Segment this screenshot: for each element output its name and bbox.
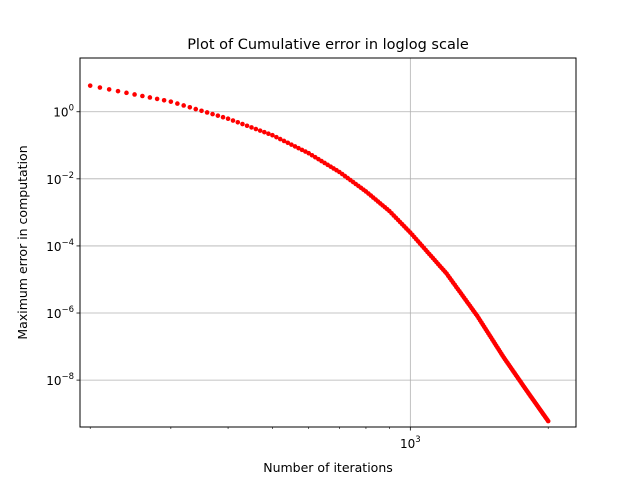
data-point — [270, 132, 275, 138]
data-point — [115, 88, 121, 94]
data-point — [210, 111, 215, 117]
x-tick-label: 103 — [400, 435, 421, 451]
data-point — [187, 105, 193, 110]
data-points — [87, 83, 551, 424]
data-point — [240, 121, 245, 127]
plot-frame — [79, 57, 577, 428]
x-axis-label: Number of iterations — [263, 460, 393, 475]
data-point — [244, 123, 250, 129]
data-point — [181, 103, 186, 108]
data-point — [292, 144, 298, 149]
data-point — [281, 138, 287, 144]
data-point — [257, 128, 263, 133]
y-axis-ticks: 100 10−2 10−4 10−6 10−8 — [46, 104, 80, 388]
y-tick-label: 10−2 — [46, 171, 74, 187]
data-point — [215, 113, 221, 118]
data-point — [285, 140, 291, 146]
data-point — [274, 134, 279, 140]
data-point — [230, 118, 236, 123]
y-tick-label: 100 — [53, 104, 74, 120]
data-point — [220, 114, 226, 120]
data-point — [175, 101, 180, 106]
data-point — [168, 99, 174, 104]
data-point — [204, 110, 210, 115]
data-point — [97, 85, 103, 90]
data-point — [106, 87, 112, 92]
data-point — [235, 120, 241, 125]
data-point — [253, 126, 259, 132]
data-point — [199, 108, 204, 114]
data-point — [277, 136, 283, 142]
y-tick-label: 10−6 — [46, 305, 74, 321]
data-point — [140, 93, 145, 99]
x-axis-ticks: 103 — [89, 427, 549, 451]
data-point — [299, 147, 305, 153]
data-point — [132, 92, 137, 97]
data-point — [289, 142, 294, 147]
chart-title: Plot of Cumulative error in loglog scale — [187, 37, 469, 53]
data-point — [147, 95, 153, 100]
data-point — [249, 125, 254, 130]
data-point — [124, 90, 129, 96]
y-tick-label: 10−4 — [46, 238, 74, 254]
data-point — [262, 129, 267, 135]
data-point — [193, 106, 199, 112]
y-axis-label: Maximum error in computation — [15, 145, 30, 339]
data-point — [306, 150, 312, 156]
y-tick-label: 10−8 — [46, 372, 74, 388]
data-point — [87, 83, 93, 88]
data-point — [296, 145, 301, 151]
data-point — [225, 116, 231, 122]
data-point — [266, 131, 271, 136]
grid — [80, 58, 576, 427]
data-point — [161, 98, 167, 103]
data-point — [545, 418, 551, 424]
data-point — [154, 96, 160, 102]
